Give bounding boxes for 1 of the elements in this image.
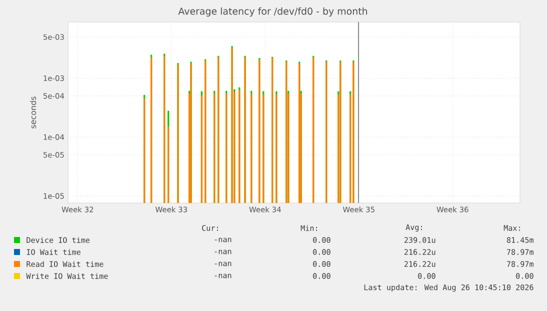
chart-title: Average latency for /dev/fd0 - by month xyxy=(178,7,368,17)
